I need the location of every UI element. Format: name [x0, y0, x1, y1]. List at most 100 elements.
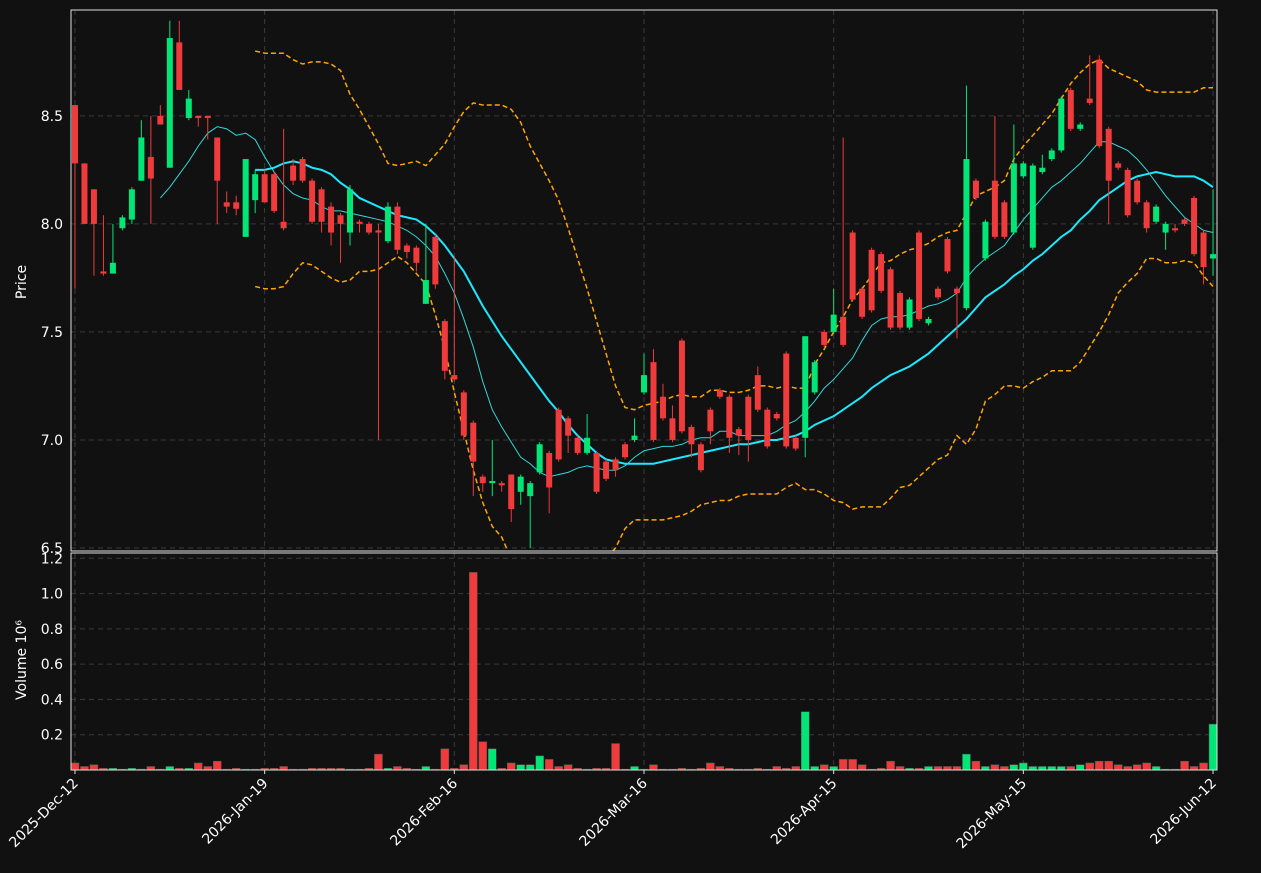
volume-bar — [544, 759, 554, 771]
volume-bar — [1057, 766, 1066, 771]
volume-bar — [886, 760, 895, 771]
volume-bar — [1199, 762, 1208, 771]
volume-bar — [80, 766, 89, 771]
volume-bar — [535, 755, 544, 771]
candle-body — [1124, 169, 1131, 216]
candle-body — [176, 42, 183, 90]
volume-bar — [1085, 762, 1094, 771]
candle-body — [546, 452, 553, 488]
candle-body — [242, 159, 249, 237]
volume-bar — [212, 760, 222, 771]
candle-body — [432, 236, 439, 285]
candle-body — [223, 202, 230, 207]
volume-bar — [459, 764, 469, 771]
candle-body — [754, 375, 761, 410]
candle-body — [555, 409, 562, 460]
candle-body — [422, 280, 429, 304]
volume-bar — [895, 766, 905, 771]
candle-body — [1048, 150, 1055, 160]
candle-body — [1191, 197, 1198, 255]
candle-body — [138, 137, 145, 181]
candle-body — [726, 396, 733, 438]
candle-body — [697, 444, 704, 471]
candle-body — [593, 452, 600, 492]
volume-bar — [1104, 760, 1113, 771]
candle-body — [688, 426, 695, 445]
candle-body — [460, 392, 467, 436]
price-panel-frame — [70, 9, 1218, 552]
candle-body — [1105, 128, 1112, 181]
volume-bar — [706, 762, 715, 771]
overlay-line — [255, 255, 1214, 551]
candle-body — [204, 115, 211, 119]
volume-bar — [203, 766, 213, 771]
candle-body — [109, 262, 116, 274]
candle-body — [128, 189, 135, 220]
volume-bar — [1047, 766, 1057, 771]
price-axis-label: Price — [14, 265, 30, 299]
candle-body — [252, 174, 259, 201]
candle-body — [290, 165, 297, 181]
volume-tick-label: 0.4 — [41, 692, 63, 708]
candle-body — [991, 180, 998, 237]
candle-body — [830, 314, 837, 332]
candle-body — [1067, 89, 1074, 129]
volume-bar — [1208, 723, 1218, 771]
candle-body — [821, 331, 828, 345]
candle-body — [1029, 165, 1036, 248]
candle-body — [1010, 163, 1017, 233]
candle-body — [347, 189, 354, 233]
volume-bar — [857, 764, 867, 771]
candle-body — [859, 288, 866, 317]
candle-body — [603, 461, 610, 479]
volume-bar — [1019, 762, 1028, 771]
candle-body — [925, 318, 932, 324]
candle-body — [887, 269, 894, 328]
candle-body — [1086, 98, 1093, 103]
volume-bar — [1189, 766, 1199, 771]
volume-bar — [525, 764, 535, 771]
candle-body — [489, 480, 496, 484]
candle-body — [100, 271, 107, 274]
volume-bar — [800, 711, 810, 771]
candle-body — [299, 159, 306, 181]
volume-bar — [1123, 766, 1132, 771]
volume-tick-label: 1.2 — [41, 551, 63, 567]
candle-body — [1172, 228, 1179, 231]
volume-exponent: 10⁶ — [14, 620, 30, 644]
volume-bar — [829, 766, 838, 771]
candle-body — [375, 230, 382, 233]
candle-body — [441, 321, 448, 371]
candle-body — [403, 245, 410, 252]
candle-body — [707, 409, 714, 432]
candle-body — [90, 189, 97, 224]
volume-bar — [516, 764, 525, 771]
volume-bar — [810, 766, 819, 771]
candle-body — [451, 375, 458, 380]
volume-bar — [971, 760, 981, 771]
candle-body — [309, 180, 316, 222]
volume-bar — [772, 766, 782, 771]
volume-bar — [981, 766, 990, 771]
volume-bar — [990, 764, 1000, 771]
candle-body — [166, 38, 173, 168]
candle-body — [261, 174, 268, 203]
volume-bar — [421, 766, 431, 771]
volume-tick-label: 0.6 — [41, 657, 63, 673]
candle-body — [934, 288, 941, 298]
candle-body — [982, 221, 989, 259]
candle-body — [631, 435, 638, 440]
candle-body — [716, 390, 723, 397]
price-tick-label: 7.5 — [41, 325, 63, 341]
candle-body — [271, 174, 278, 211]
volume-bar — [1009, 764, 1019, 771]
volume-bar — [1132, 764, 1142, 771]
volume-bar — [89, 764, 99, 771]
price-tick-label: 8.0 — [41, 217, 63, 233]
candle-body — [413, 247, 420, 263]
candle-body — [195, 115, 202, 119]
volume-bar — [146, 766, 156, 771]
candle-body — [878, 254, 885, 291]
